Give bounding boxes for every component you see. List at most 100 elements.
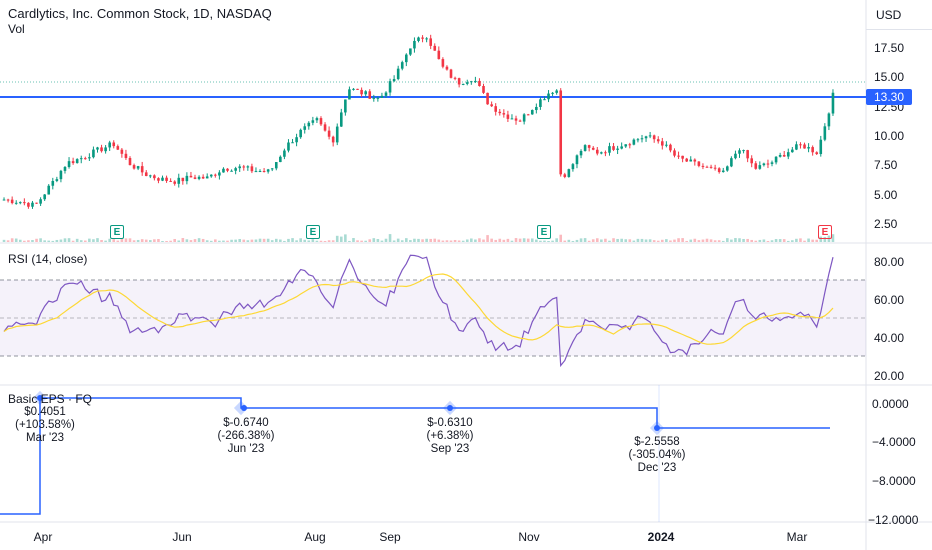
candle-body — [803, 144, 806, 149]
volume-bar — [405, 238, 408, 242]
volume-bar — [376, 239, 380, 242]
volume-bar — [730, 239, 733, 242]
volume-bar — [27, 240, 30, 242]
volume-bar — [624, 239, 628, 242]
candle-body — [116, 146, 120, 150]
candle-body — [782, 155, 786, 157]
earnings-badge[interactable]: E — [537, 225, 551, 239]
volume-bar — [144, 239, 148, 242]
eps-label-q1: $0.4051 (+103.58%) Mar '23 — [15, 406, 75, 444]
candle-body — [648, 135, 652, 137]
volume-bar — [652, 240, 656, 242]
volume-bar — [274, 238, 278, 242]
candle-body — [819, 139, 823, 155]
candle-body — [197, 176, 201, 179]
volume-bar — [47, 240, 51, 242]
candle-body — [502, 113, 506, 115]
volume-bar — [71, 240, 75, 242]
volume-bar — [636, 238, 640, 242]
volume-bar — [433, 238, 437, 242]
volume-bar — [522, 238, 526, 242]
candle-body — [498, 111, 502, 114]
volume-bar — [214, 239, 217, 242]
volume-bar — [331, 240, 335, 242]
volume-bar — [96, 238, 99, 242]
volume-bar — [831, 234, 835, 242]
volume-bar — [132, 240, 136, 242]
candle-body — [140, 166, 144, 173]
volume-bar — [222, 240, 225, 242]
volume-bar — [295, 240, 298, 242]
volume-bar — [218, 240, 221, 242]
volume-bar — [604, 238, 607, 242]
candle-body — [153, 175, 156, 179]
eps-label-q2: $-0.6740 (-266.38%) Jun '23 — [217, 417, 275, 455]
volume-bar — [754, 240, 758, 242]
candle-body — [774, 156, 778, 163]
rsi-title[interactable]: RSI (14, close) — [8, 252, 88, 266]
volume-bar — [120, 238, 124, 242]
volume-bar — [750, 239, 753, 242]
candle-body — [6, 199, 10, 201]
volume-bar — [685, 240, 688, 242]
rsi-tick: 60.00 — [874, 293, 905, 307]
candle-body — [429, 38, 432, 46]
volume-bar — [697, 240, 701, 242]
earnings-badge[interactable]: E — [818, 225, 832, 239]
eps-tick: −4.0000 — [872, 435, 916, 449]
candle-body — [307, 122, 311, 127]
price-tick: 5.00 — [874, 188, 898, 202]
volume-bar — [262, 238, 266, 242]
volume-bar — [673, 239, 676, 242]
volume-bar — [782, 239, 786, 242]
volume-bar — [352, 238, 355, 242]
volume-bar — [717, 240, 721, 242]
candle-body — [299, 129, 302, 138]
candle-body — [530, 110, 534, 115]
candle-body — [640, 138, 644, 140]
volume-bar — [575, 239, 579, 242]
eps-markers[interactable] — [32, 390, 665, 436]
volume-bar — [620, 238, 623, 242]
candle-body — [295, 137, 298, 143]
earnings-badge[interactable]: E — [306, 225, 320, 239]
volume-bar — [600, 239, 603, 242]
candle-body — [128, 158, 132, 166]
volume-bar — [372, 238, 376, 242]
volume-bar — [124, 238, 128, 242]
volume-bar — [14, 238, 18, 242]
volume-bar — [344, 234, 347, 242]
volume-bar — [230, 239, 233, 242]
volume-bar — [59, 239, 63, 242]
candle-body — [636, 139, 640, 141]
candle-body — [335, 126, 339, 143]
volume-bar — [303, 239, 307, 242]
candle-body — [591, 147, 595, 150]
candle-body — [555, 90, 558, 93]
candle-body — [88, 157, 91, 159]
volume-bar — [539, 240, 542, 242]
candle-body — [778, 155, 782, 157]
earnings-badge[interactable]: E — [110, 225, 124, 239]
volume-bar — [567, 239, 571, 242]
volume-bar — [173, 238, 176, 242]
volume-bar — [661, 239, 664, 242]
candle-body — [226, 168, 229, 171]
volume-bar — [153, 239, 156, 242]
candlestick-series — [2, 34, 835, 209]
volume-bar — [807, 238, 810, 242]
candle-body — [656, 139, 660, 142]
volume-bar — [441, 240, 445, 242]
candle-body — [352, 88, 355, 90]
candle-body — [185, 175, 189, 182]
candle-body — [604, 152, 607, 154]
rsi-tick: 40.00 — [874, 331, 905, 345]
volume-bar — [738, 238, 741, 242]
currency-selector[interactable]: USD — [866, 0, 932, 30]
candle-body — [214, 174, 217, 176]
volume-bar — [595, 238, 599, 242]
volume-bar — [234, 239, 237, 242]
eps-title[interactable]: Basic EPS · FQ — [8, 392, 93, 406]
candle-body — [287, 142, 290, 151]
